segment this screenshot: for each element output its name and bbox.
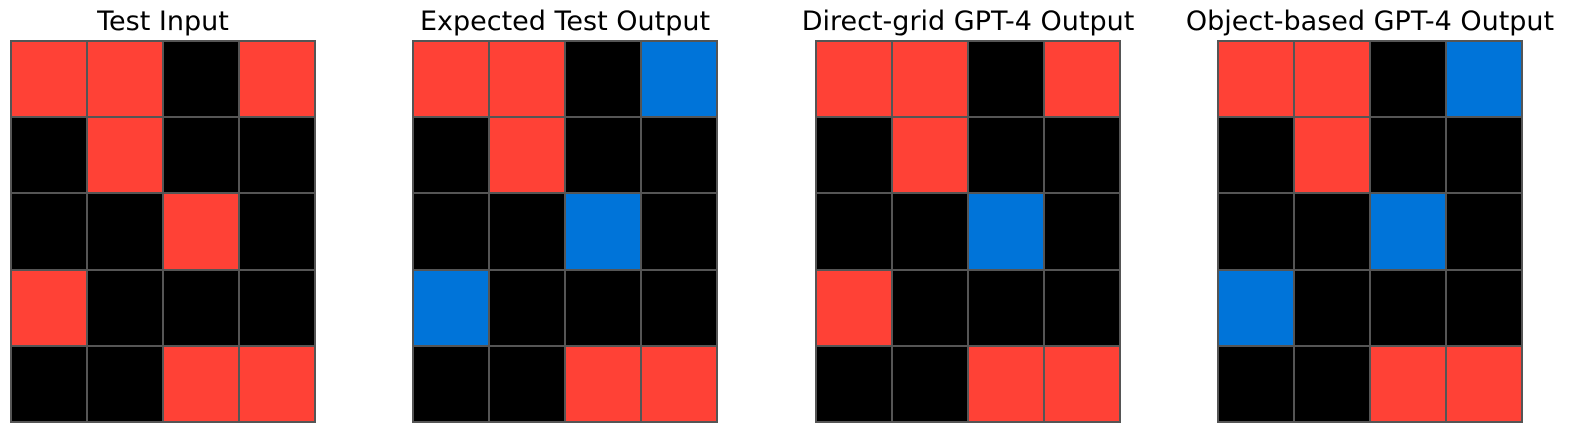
grid-cell bbox=[968, 269, 1044, 346]
panel-expected-output: Expected Test Output bbox=[412, 0, 812, 435]
grid-cell bbox=[489, 269, 565, 346]
grid-cell bbox=[1218, 345, 1294, 422]
grid-cell bbox=[1370, 193, 1446, 270]
grid-cell bbox=[892, 41, 968, 118]
grid-cell bbox=[1218, 193, 1294, 270]
grid-cell bbox=[11, 117, 87, 194]
grid-cell bbox=[163, 41, 239, 118]
grid-cell bbox=[641, 117, 717, 194]
grid-cell bbox=[816, 193, 892, 270]
grid-cell bbox=[1446, 269, 1522, 346]
grid-cell bbox=[11, 193, 87, 270]
panel-title: Expected Test Output bbox=[419, 6, 711, 37]
grid-cell bbox=[1218, 117, 1294, 194]
grid-cell bbox=[968, 117, 1044, 194]
grid-cell bbox=[239, 345, 315, 422]
grid-cell bbox=[1294, 117, 1370, 194]
panel-title: Test Input bbox=[97, 6, 229, 37]
grid-cell bbox=[892, 193, 968, 270]
grid-cell bbox=[1370, 269, 1446, 346]
grid-cell bbox=[1044, 117, 1120, 194]
grid-cell bbox=[1446, 117, 1522, 194]
grid-cell bbox=[565, 345, 641, 422]
grid-cell bbox=[163, 345, 239, 422]
grid-cell bbox=[641, 193, 717, 270]
grid-test-input bbox=[10, 40, 316, 423]
grid-cell bbox=[1446, 41, 1522, 118]
grid-cell bbox=[239, 41, 315, 118]
grid-cell bbox=[565, 193, 641, 270]
grid-cell bbox=[1044, 41, 1120, 118]
grid-cell bbox=[163, 193, 239, 270]
grid-cell bbox=[641, 345, 717, 422]
grid-cell bbox=[892, 117, 968, 194]
grid-cell bbox=[1294, 41, 1370, 118]
grid-cell bbox=[11, 41, 87, 118]
grid-cell bbox=[239, 117, 315, 194]
grid-cell bbox=[413, 41, 489, 118]
grid-cell bbox=[163, 117, 239, 194]
grid-cell bbox=[968, 193, 1044, 270]
grid-cell bbox=[1218, 269, 1294, 346]
grid-cell bbox=[163, 269, 239, 346]
grid-cell bbox=[489, 193, 565, 270]
grid-cell bbox=[489, 41, 565, 118]
panel-title: Direct-grid GPT-4 Output bbox=[801, 6, 1135, 37]
grid-cell bbox=[968, 345, 1044, 422]
grid-expected-output bbox=[412, 40, 718, 423]
grid-cell bbox=[892, 269, 968, 346]
panel-object-based-output: Object-based GPT-4 Output bbox=[1186, 0, 1576, 435]
grid-cell bbox=[1044, 193, 1120, 270]
grid-cell bbox=[565, 269, 641, 346]
grid-cell bbox=[816, 345, 892, 422]
grid-cell bbox=[11, 345, 87, 422]
panel-title: Object-based GPT-4 Output bbox=[1185, 6, 1555, 37]
panel-direct-grid-output: Direct-grid GPT-4 Output bbox=[802, 0, 1215, 435]
grid-cell bbox=[413, 345, 489, 422]
grid-cell bbox=[413, 193, 489, 270]
grid-cell bbox=[1446, 193, 1522, 270]
grid-cell bbox=[11, 269, 87, 346]
grid-cell bbox=[1294, 193, 1370, 270]
grid-cell bbox=[87, 345, 163, 422]
grid-cell bbox=[892, 345, 968, 422]
grid-cell bbox=[565, 41, 641, 118]
grid-cell bbox=[1294, 269, 1370, 346]
grid-cell bbox=[87, 193, 163, 270]
grid-cell bbox=[641, 269, 717, 346]
grid-cell bbox=[1446, 345, 1522, 422]
grid-cell bbox=[641, 41, 717, 118]
panel-test-input: Test Input bbox=[10, 0, 410, 435]
grid-cell bbox=[816, 269, 892, 346]
grid-cell bbox=[87, 117, 163, 194]
grid-cell bbox=[968, 41, 1044, 118]
grid-cell bbox=[816, 117, 892, 194]
grid-object-based-output bbox=[1217, 40, 1523, 423]
grid-cell bbox=[413, 117, 489, 194]
grid-cell bbox=[1370, 345, 1446, 422]
grid-cell bbox=[1370, 117, 1446, 194]
grid-cell bbox=[239, 269, 315, 346]
grid-cell bbox=[239, 193, 315, 270]
grid-cell bbox=[1370, 41, 1446, 118]
grid-cell bbox=[1218, 41, 1294, 118]
grid-cell bbox=[1044, 345, 1120, 422]
grid-cell bbox=[565, 117, 641, 194]
grid-cell bbox=[87, 269, 163, 346]
grid-cell bbox=[1044, 269, 1120, 346]
grid-cell bbox=[489, 117, 565, 194]
grid-cell bbox=[413, 269, 489, 346]
grid-cell bbox=[1294, 345, 1370, 422]
grid-direct-grid-output bbox=[815, 40, 1121, 423]
grid-cell bbox=[489, 345, 565, 422]
grid-cell bbox=[816, 41, 892, 118]
grid-cell bbox=[87, 41, 163, 118]
